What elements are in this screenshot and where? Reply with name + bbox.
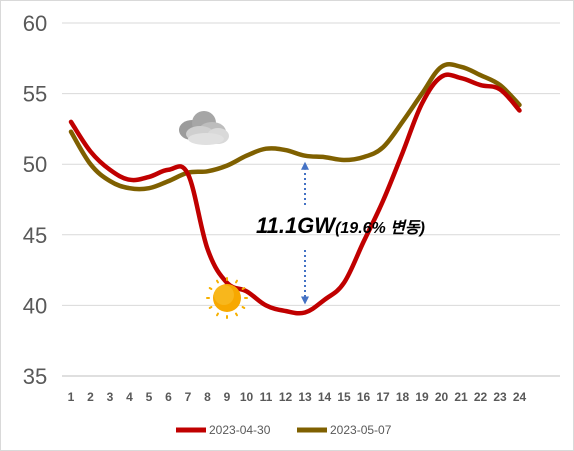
sun-ray — [235, 279, 238, 284]
x-tick-label: 3 — [107, 390, 114, 404]
x-tick-label: 17 — [376, 390, 390, 404]
series-line-1 — [68, 72, 522, 316]
sun-ray — [241, 306, 246, 309]
x-tick-label: 9 — [224, 390, 231, 404]
cloud-icon — [179, 111, 229, 145]
sun-ray — [241, 287, 246, 290]
gridlines — [62, 22, 560, 306]
x-tick-label: 4 — [126, 390, 133, 404]
y-tick-label: 55 — [23, 82, 47, 107]
y-tick-label: 45 — [23, 223, 47, 248]
difference-annotation: 11.1GW(19.6% 변동) — [256, 213, 425, 238]
y-axis-ticks: 35 40 45 50 55 60 — [23, 11, 47, 389]
sun-ray — [208, 306, 213, 309]
legend: 2023-04-30 2023-05-07 — [176, 423, 392, 437]
series-lines — [68, 61, 522, 316]
sun-icon — [206, 277, 248, 319]
y-tick-label: 35 — [23, 364, 47, 389]
sun-ray — [216, 312, 219, 317]
x-tick-label: 6 — [165, 390, 172, 404]
legend-label-1: 2023-04-30 — [209, 423, 271, 437]
x-tick-label: 18 — [396, 390, 410, 404]
x-tick-label: 7 — [185, 390, 192, 404]
x-tick-label: 22 — [474, 390, 488, 404]
x-tick-label: 12 — [279, 390, 293, 404]
sun-ray — [235, 312, 238, 317]
x-tick-label: 2 — [87, 390, 94, 404]
x-tick-label: 14 — [318, 390, 332, 404]
x-tick-label: 1 — [68, 390, 75, 404]
sun-ray — [208, 287, 213, 290]
x-tick-label: 11 — [260, 390, 273, 404]
x-tick-label: 16 — [357, 390, 371, 404]
x-tick-label: 13 — [298, 390, 312, 404]
difference-arrow — [301, 161, 309, 305]
y-tick-label: 60 — [23, 11, 47, 36]
x-tick-label: 8 — [204, 390, 211, 404]
x-tick-label: 24 — [513, 390, 527, 404]
y-tick-label: 50 — [23, 152, 47, 177]
x-tick-label: 10 — [240, 390, 254, 404]
difference-value: 11.1GW — [256, 213, 337, 238]
legend-label-2: 2023-05-07 — [330, 423, 392, 437]
x-tick-label: 23 — [493, 390, 507, 404]
x-tick-label: 20 — [435, 390, 449, 404]
sun-ray — [216, 279, 219, 284]
x-tick-label: 15 — [337, 390, 351, 404]
x-axis-ticks: 1 2 3 4 5 6 7 8 9 10 11 12 13 14 15 16 17 18 19 20 21 22 23 24 — [68, 390, 527, 404]
x-tick-label: 19 — [415, 390, 429, 404]
difference-percent: (19.6% 변동) — [335, 219, 425, 237]
series-line-2 — [68, 61, 522, 192]
y-tick-label: 40 — [23, 293, 47, 318]
x-tick-label: 21 — [454, 390, 468, 404]
x-tick-label: 5 — [146, 390, 153, 404]
